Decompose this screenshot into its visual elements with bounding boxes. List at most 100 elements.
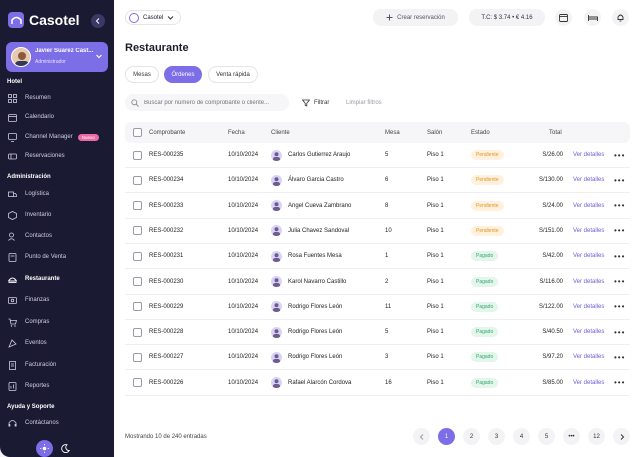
filter-button[interactable]: Filtrar: [296, 94, 338, 111]
row-checkbox[interactable]: [133, 226, 142, 236]
view-details-link[interactable]: Ver detalles: [573, 303, 605, 310]
view-details-link[interactable]: Ver detalles: [573, 253, 605, 260]
row-checkbox[interactable]: [133, 277, 142, 286]
header-fecha[interactable]: Fecha: [228, 129, 245, 136]
sidebar-item-channel-manager[interactable]: Channel Manager Nuevo: [0, 129, 114, 145]
view-details-link[interactable]: Ver detalles: [573, 354, 605, 361]
table-row: RES-000226 10/10/2024 Rafael Alarcón Cordo…: [125, 371, 630, 396]
logistics-icon: [8, 191, 17, 197]
search-icon: [131, 98, 139, 107]
sidebar-item-restaurante[interactable]: Restaurante: [0, 271, 114, 287]
sidebar-item-finanzas[interactable]: Finanzas: [0, 292, 114, 308]
tab-venta-rapida[interactable]: Venta rápida: [208, 66, 258, 83]
row-checkbox[interactable]: [133, 150, 142, 160]
sidebar-item-reportes[interactable]: Reportes: [0, 378, 114, 394]
row-checkbox[interactable]: [133, 327, 142, 337]
sidebar-item-contactanos[interactable]: Contáctanos: [0, 415, 114, 431]
app-logo[interactable]: Casotel: [8, 12, 80, 28]
table-row: RES-000230 10/10/2024 Karol Navarro Castil…: [125, 270, 630, 295]
cell-fecha: 10/10/2024: [228, 278, 259, 285]
finance-icon: [8, 296, 17, 304]
sidebar-item-punto-de-venta[interactable]: Punto de Venta: [0, 249, 114, 265]
view-details-link[interactable]: Ver detalles: [573, 329, 605, 336]
sidebar-item-eventos[interactable]: Eventos: [0, 335, 114, 351]
cell-total: S/130.00: [538, 177, 563, 184]
row-checkbox[interactable]: [133, 352, 142, 362]
view-details-link[interactable]: Ver detalles: [573, 202, 605, 209]
view-details-link[interactable]: Ver detalles: [573, 278, 605, 285]
create-reservation-button[interactable]: Crear reservación: [373, 9, 458, 26]
sidebar-item-compras[interactable]: Compras: [0, 314, 114, 330]
tab-ordenes[interactable]: Órdenes: [164, 66, 202, 83]
cell-comprobante: RES-000234: [149, 177, 184, 184]
sidebar-item-calendario[interactable]: Calendario: [0, 109, 114, 125]
more-options-icon[interactable]: •••: [614, 302, 626, 312]
sidebar-item-contactos[interactable]: Contactos: [0, 228, 114, 244]
sidebar-item-label: Compras: [25, 319, 50, 325]
bed-icon: [587, 15, 598, 21]
view-details-link[interactable]: Ver detalles: [573, 379, 605, 386]
header-mesa[interactable]: Mesa: [385, 129, 400, 136]
row-checkbox[interactable]: [133, 251, 142, 261]
view-details-link[interactable]: Ver detalles: [573, 177, 605, 184]
sidebar-item-facturacion[interactable]: Facturación: [0, 357, 114, 373]
user-role: Administrador: [35, 59, 66, 65]
cell-cliente: Rafael Alarcón Cordova: [288, 379, 352, 386]
view-details-link[interactable]: Ver detalles: [573, 227, 605, 234]
header-cliente[interactable]: Cliente: [271, 129, 290, 136]
table-row: RES-000235 10/10/2024 Carlos Gutierrez Ara…: [125, 143, 630, 168]
more-options-icon[interactable]: •••: [614, 251, 626, 261]
chevron-down-icon: [96, 54, 102, 59]
row-checkbox[interactable]: [133, 201, 142, 211]
pagination-page-3[interactable]: 3: [488, 428, 505, 445]
pagination-next-button[interactable]: [613, 428, 630, 445]
notifications-button[interactable]: [612, 9, 629, 26]
more-options-icon[interactable]: •••: [614, 277, 626, 286]
dark-mode-button[interactable]: [57, 440, 74, 457]
tab-mesas[interactable]: Mesas: [125, 66, 159, 83]
select-all-checkbox[interactable]: [133, 128, 142, 137]
pagination-page-5[interactable]: 5: [538, 428, 555, 445]
cell-mesa: 8: [385, 202, 389, 209]
pagination-prev-button[interactable]: [413, 428, 430, 445]
light-mode-button[interactable]: [36, 440, 53, 457]
sidebar-item-logistica[interactable]: Logística: [0, 186, 114, 202]
pagination-page-2[interactable]: 2: [463, 428, 480, 445]
sidebar: Casotel Javier Suarez Cast... Administra…: [0, 0, 114, 457]
header-salon[interactable]: Salón: [427, 129, 443, 136]
theme-toggle: [36, 440, 74, 457]
search-input[interactable]: [144, 99, 284, 106]
pagination-page-1[interactable]: 1: [438, 428, 455, 445]
view-details-link[interactable]: Ver detalles: [573, 152, 605, 158]
bed-button[interactable]: [584, 9, 601, 26]
pagination-page-4[interactable]: 4: [513, 428, 530, 445]
more-options-icon[interactable]: •••: [614, 327, 626, 337]
header-comprobante[interactable]: Comprobante: [149, 129, 186, 136]
collapse-sidebar-button[interactable]: [91, 14, 105, 28]
more-options-icon[interactable]: •••: [614, 378, 626, 388]
clear-filters-button[interactable]: Limpiar filtros: [346, 99, 382, 106]
sidebar-item-label: Calendario: [25, 114, 55, 120]
property-logo-icon: [129, 12, 139, 23]
sidebar-item-resumen[interactable]: Resumen: [0, 90, 114, 106]
more-options-icon[interactable]: •••: [614, 201, 626, 211]
more-options-icon[interactable]: •••: [614, 175, 626, 185]
header-estado[interactable]: Estado: [471, 129, 490, 136]
property-selector[interactable]: Casotel: [125, 10, 181, 25]
calendar-button[interactable]: [555, 9, 572, 26]
more-options-icon[interactable]: •••: [614, 150, 626, 160]
table-row: RES-000228 10/10/2024 Rodrigo Flores León 5…: [125, 320, 630, 346]
more-options-icon[interactable]: •••: [614, 352, 626, 362]
avatar: [11, 47, 31, 67]
sidebar-item-reservaciones[interactable]: Reservaciones: [0, 148, 114, 164]
user-menu[interactable]: Javier Suarez Cast... Administrador: [6, 42, 108, 72]
cell-total: S/151.00: [538, 227, 563, 234]
row-checkbox[interactable]: [133, 378, 142, 388]
more-options-icon[interactable]: •••: [614, 226, 626, 236]
cell-comprobante: RES-000227: [149, 354, 184, 361]
sidebar-item-inventario[interactable]: Inventario: [0, 207, 114, 223]
row-checkbox[interactable]: [133, 175, 142, 185]
pagination-page-12[interactable]: 12: [588, 428, 605, 445]
row-checkbox[interactable]: [133, 302, 142, 312]
header-total[interactable]: Total: [549, 129, 562, 136]
